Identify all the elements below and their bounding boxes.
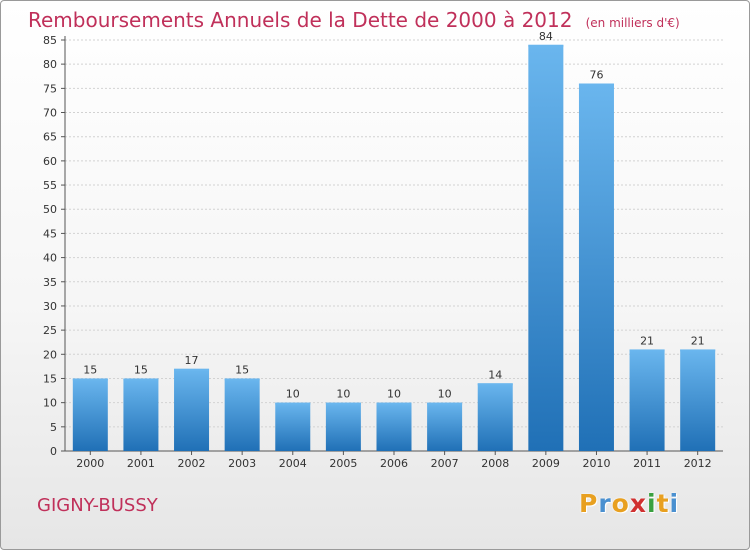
x-tick-label-2012: 2012 (684, 457, 712, 470)
y-tick-label: 60 (43, 155, 57, 168)
bar-top-highlight (477, 383, 513, 386)
bar-top-highlight (174, 368, 210, 371)
x-tick-label-2003: 2003 (228, 457, 256, 470)
bar-2008 (477, 383, 513, 451)
x-tick-label-2002: 2002 (178, 457, 206, 470)
bar-2012 (680, 349, 716, 451)
bar-2003 (224, 378, 260, 451)
bar-2009 (528, 44, 564, 451)
data-label-2000: 15 (83, 363, 97, 376)
bar-2002 (174, 368, 210, 451)
x-tick-label-2008: 2008 (481, 457, 509, 470)
chart-title: Remboursements Annuels de la Dette de 20… (28, 8, 680, 32)
y-tick-label: 25 (43, 324, 57, 337)
data-label-2010: 76 (589, 69, 603, 82)
y-tick-label: 15 (43, 372, 57, 385)
y-tick-label: 20 (43, 348, 57, 361)
y-tick-label: 40 (43, 252, 57, 265)
data-label-2001: 15 (134, 363, 148, 376)
x-tick-label-2009: 2009 (532, 457, 560, 470)
y-tick-label: 65 (43, 131, 57, 144)
bar-top-highlight (275, 402, 311, 405)
x-tick-label-2004: 2004 (279, 457, 307, 470)
logo-letter: i (669, 489, 680, 518)
logo-letter: o (611, 489, 630, 518)
bar-top-highlight (224, 378, 260, 381)
y-tick-labels: 0 5 10 15 20 25 30 35 40 45 50 55 60 65 70 75 80 85 (43, 34, 57, 458)
bar-top-highlight (72, 378, 108, 381)
y-tick-label: 0 (50, 445, 57, 458)
bar-top-highlight (325, 402, 361, 405)
y-tick-label: 10 (43, 397, 57, 410)
data-label-2003: 15 (235, 363, 249, 376)
x-tick-label-2007: 2007 (431, 457, 459, 470)
data-label-2006: 10 (387, 388, 401, 401)
y-tick-label: 45 (43, 227, 57, 240)
bar-2000 (72, 378, 108, 451)
y-tick-label: 30 (43, 300, 57, 313)
bar-2011 (629, 349, 665, 451)
y-tick-label: 80 (43, 58, 57, 71)
data-label-2005: 10 (336, 388, 350, 401)
bar-2001 (123, 378, 159, 451)
bar-top-highlight (528, 44, 564, 47)
logo-letter: P (579, 489, 599, 518)
bar-top-highlight (123, 378, 159, 381)
logo-letter: i (647, 489, 657, 518)
data-labels: 15 15 17 15 10 10 10 10 14 84 76 21 21 (83, 30, 704, 401)
bar-2005 (325, 402, 361, 451)
y-tick-label: 35 (43, 276, 57, 289)
y-tick-label: 85 (43, 34, 57, 47)
x-tick-label-2000: 2000 (76, 457, 104, 470)
bar-top-highlight (629, 349, 665, 352)
bars (72, 44, 716, 452)
data-label-2008: 14 (488, 368, 502, 381)
data-label-2009: 84 (539, 30, 553, 43)
bar-2006 (376, 402, 412, 451)
y-tick-label: 5 (50, 421, 57, 434)
data-label-2004: 10 (286, 388, 300, 401)
y-tick-label: 70 (43, 107, 57, 120)
chart-unit-label: (en milliers d'€) (585, 16, 680, 30)
logo-letter: x (629, 489, 647, 518)
data-label-2002: 17 (185, 354, 199, 367)
logo-letter: r (598, 489, 612, 518)
data-label-2007: 10 (438, 388, 452, 401)
x-tick-labels: 2000 2001 2002 2003 2004 2005 2006 2007 2008 2009… (76, 457, 711, 470)
bar-top-highlight (376, 402, 412, 405)
proxiti-logo: Proxiti (579, 489, 679, 518)
y-tick-label: 75 (43, 82, 57, 95)
bar-top-highlight (680, 349, 716, 352)
x-tick-label-2011: 2011 (633, 457, 661, 470)
bar-top-highlight (427, 402, 463, 405)
bar-2007 (427, 402, 463, 451)
data-label-2012: 21 (691, 334, 705, 347)
data-label-2011: 21 (640, 334, 654, 347)
bar-2010 (578, 83, 614, 452)
chart-title-main: Remboursements Annuels de la Dette de 20… (28, 8, 573, 32)
grid-lines (65, 39, 723, 428)
x-tick-label-2010: 2010 (582, 457, 610, 470)
bar-top-highlight (578, 83, 614, 86)
y-tick-label: 50 (43, 203, 57, 216)
commune-name: GIGNY-BUSSY (37, 495, 158, 516)
x-tick-label-2006: 2006 (380, 457, 408, 470)
x-tick-label-2001: 2001 (127, 457, 155, 470)
y-tick-label: 55 (43, 179, 57, 192)
bar-2004 (275, 402, 311, 451)
x-tick-label-2005: 2005 (329, 457, 357, 470)
logo-letter: t (656, 489, 670, 518)
